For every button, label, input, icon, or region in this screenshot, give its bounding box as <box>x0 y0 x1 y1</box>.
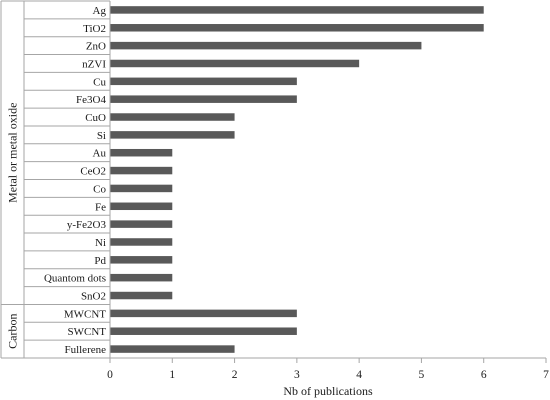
category-label: SWCNT <box>68 326 107 338</box>
x-tick-label: 0 <box>107 369 113 381</box>
category-label: y-Fe2O3 <box>67 219 107 231</box>
bar <box>110 309 297 318</box>
category-label: Au <box>93 148 107 160</box>
category-label: Fullerene <box>64 344 106 356</box>
x-tick-label: 1 <box>169 369 175 381</box>
bar <box>110 256 173 264</box>
category-label: SnO2 <box>81 291 106 303</box>
bar <box>110 238 173 246</box>
category-label: Fe3O4 <box>76 94 106 106</box>
category-label: Quantom dots <box>44 273 106 285</box>
bar <box>110 148 173 157</box>
bar <box>110 59 360 68</box>
group-labels: Metal or metal oxide Carbon <box>1 103 110 349</box>
bar <box>110 184 173 193</box>
bar <box>110 291 173 300</box>
x-tick-label: 7 <box>543 369 549 381</box>
bar <box>110 24 484 32</box>
category-label: Ni <box>95 237 106 249</box>
bar <box>110 131 235 139</box>
category-label: MWCNT <box>64 308 106 320</box>
category-label: Co <box>93 183 106 195</box>
category-label: Cu <box>93 76 106 88</box>
bar <box>110 166 173 175</box>
category-label: Fe <box>95 201 106 213</box>
bar <box>110 6 484 14</box>
category-label: CeO2 <box>80 166 106 178</box>
category-labels: Ag TiO2 ZnO nZVI Cu Fe3O4 CuO Si Au CeO2 Co Fe y-Fe2… <box>44 5 107 356</box>
x-tick-label: 4 <box>356 369 362 381</box>
bar <box>110 220 173 228</box>
bar <box>110 77 297 86</box>
bar <box>110 41 422 50</box>
bar <box>110 273 173 282</box>
group-label: Metal or metal oxide <box>6 103 20 203</box>
category-label: nZVI <box>82 58 106 70</box>
bar <box>110 95 297 103</box>
x-tick-label: 3 <box>294 369 300 381</box>
category-label: TiO2 <box>83 23 106 35</box>
x-tick-label: 2 <box>232 369 238 381</box>
bars <box>110 6 484 353</box>
category-label: CuO <box>85 112 106 124</box>
bar <box>110 327 297 335</box>
category-label: Si <box>97 130 106 142</box>
x-tick-label: 6 <box>481 369 487 381</box>
group-label: Carbon <box>6 314 20 349</box>
bar <box>110 202 173 211</box>
chart-frame <box>0 0 111 359</box>
category-label: Ag <box>93 5 107 17</box>
x-axis: 0 1 2 3 4 5 6 7 <box>107 357 549 381</box>
x-tick-label: 5 <box>419 369 425 381</box>
bar <box>110 113 235 121</box>
category-label: Pd <box>94 255 106 267</box>
category-label: ZnO <box>86 41 106 53</box>
x-axis-title: Nb of publications <box>283 384 373 398</box>
bar <box>110 345 235 353</box>
